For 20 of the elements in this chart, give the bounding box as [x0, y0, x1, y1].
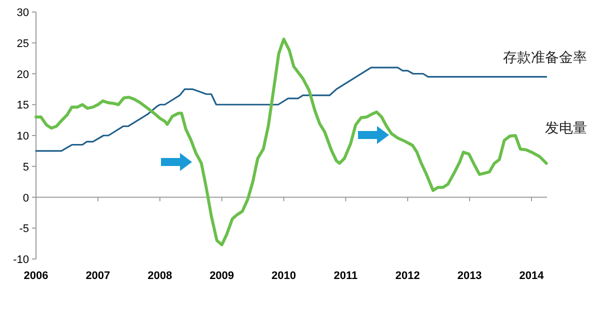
- y-tick-label: 5: [22, 161, 29, 174]
- x-tick-label: 2012: [395, 270, 420, 282]
- x-tick-label: 2011: [334, 270, 358, 282]
- y-tick-label: 30: [16, 7, 29, 19]
- y-tick-label: 20: [16, 68, 29, 81]
- y-tick-label: -5: [19, 223, 29, 236]
- y-tick-label: 15: [16, 100, 29, 112]
- series-label: 存款准备金率: [503, 50, 587, 66]
- x-tick-label: 2010: [272, 270, 296, 282]
- series-label: 发电量: [545, 120, 587, 136]
- y-tick-label: 0: [22, 192, 29, 204]
- x-tick-label: 2009: [210, 270, 234, 282]
- y-tick-label: 10: [16, 130, 29, 142]
- x-tick-label: 2006: [24, 270, 48, 282]
- x-tick-label: 2008: [148, 270, 172, 282]
- x-tick-label: 2014: [519, 270, 545, 282]
- x-tick-label: 2007: [86, 270, 110, 282]
- y-tick-label: -10: [13, 254, 29, 266]
- y-tick-label: 25: [16, 38, 29, 50]
- x-tick-label: 2013: [457, 270, 482, 282]
